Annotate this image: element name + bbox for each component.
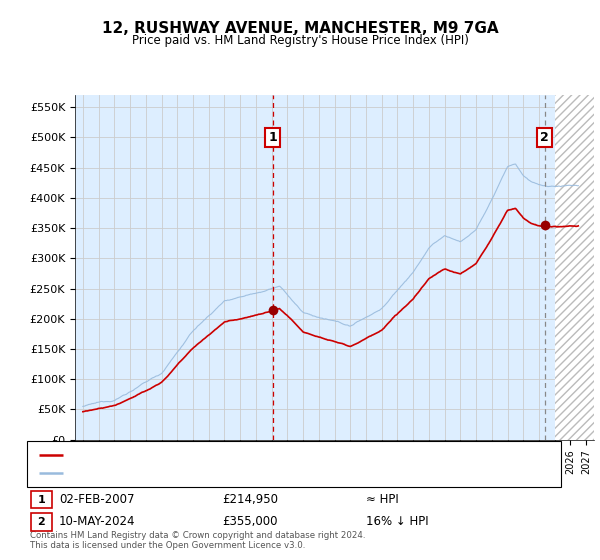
Text: 1: 1 (38, 494, 45, 505)
Bar (554, 95, 600, 440)
Bar (554, 95, 600, 440)
Text: HPI: Average price, detached house, Manchester: HPI: Average price, detached house, Manc… (69, 468, 323, 478)
Text: 02-FEB-2007: 02-FEB-2007 (59, 493, 134, 506)
Text: 1: 1 (269, 131, 277, 144)
Text: Price paid vs. HM Land Registry's House Price Index (HPI): Price paid vs. HM Land Registry's House … (131, 34, 469, 46)
Text: 16% ↓ HPI: 16% ↓ HPI (366, 515, 428, 529)
Text: 12, RUSHWAY AVENUE, MANCHESTER, M9 7GA (detached house): 12, RUSHWAY AVENUE, MANCHESTER, M9 7GA (… (69, 450, 406, 460)
Text: ≈ HPI: ≈ HPI (366, 493, 399, 506)
Text: 10-MAY-2024: 10-MAY-2024 (59, 515, 136, 529)
Text: Contains HM Land Registry data © Crown copyright and database right 2024.
This d: Contains HM Land Registry data © Crown c… (30, 530, 365, 550)
Text: £214,950: £214,950 (222, 493, 278, 506)
Text: 2: 2 (540, 131, 549, 144)
Text: £355,000: £355,000 (222, 515, 277, 529)
Text: 12, RUSHWAY AVENUE, MANCHESTER, M9 7GA: 12, RUSHWAY AVENUE, MANCHESTER, M9 7GA (101, 21, 499, 36)
Text: 2: 2 (38, 517, 45, 527)
